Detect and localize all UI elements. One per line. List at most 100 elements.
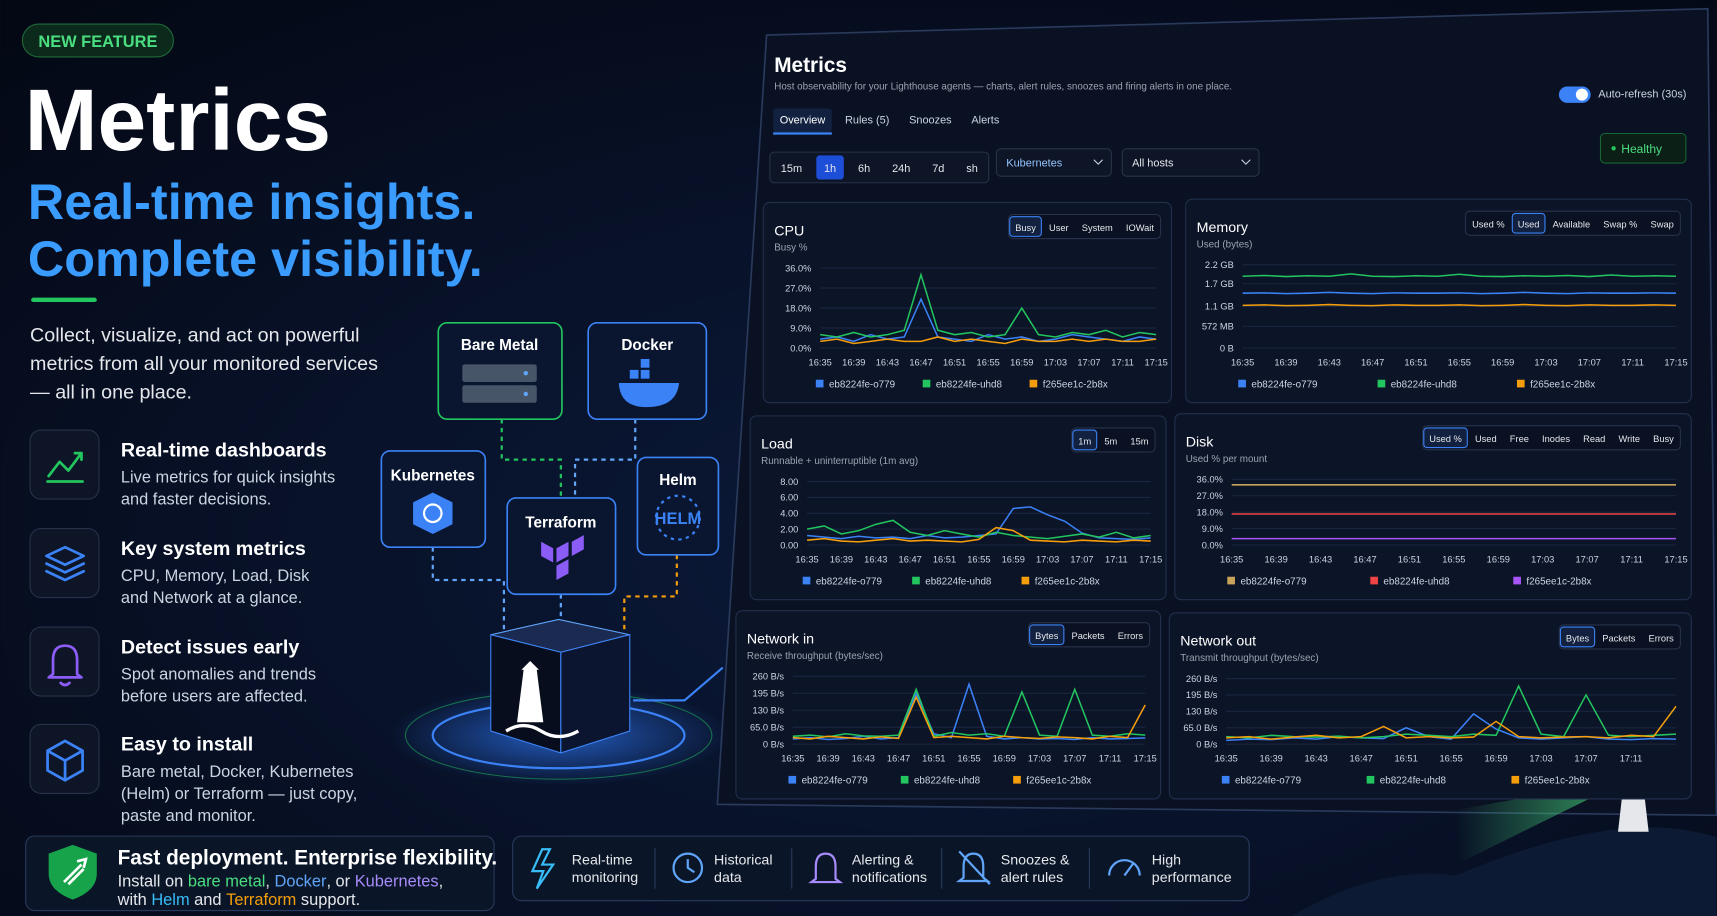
panel-button-label[interactable]: Packets xyxy=(1602,633,1635,643)
description: metrics from all your monitored services xyxy=(30,353,378,375)
y-tick-label: 2.2 GB xyxy=(1205,260,1234,270)
tab[interactable]: Snoozes xyxy=(909,115,952,127)
panel-button-label[interactable]: Read xyxy=(1583,434,1605,444)
x-tick-label: 16:47 xyxy=(1350,754,1373,764)
filter-dropdown[interactable] xyxy=(995,148,1112,177)
x-tick-label: 16:43 xyxy=(852,754,875,764)
x-tick-label: 16:43 xyxy=(864,555,887,565)
tab[interactable]: Alerts xyxy=(971,115,999,127)
node-label: Helm xyxy=(659,472,696,489)
y-tick-label: 36.0% xyxy=(1197,475,1223,485)
panel-button[interactable] xyxy=(1559,626,1596,648)
x-tick-label: 17:03 xyxy=(1044,358,1067,368)
series-line xyxy=(792,695,1146,740)
panel-button-label[interactable]: Bytes xyxy=(1566,633,1590,643)
node-label: Kubernetes xyxy=(391,467,475,484)
panel-buttons: Used % Used Available Swap % Swap xyxy=(1464,210,1681,236)
panel-button[interactable] xyxy=(1029,624,1065,646)
filter-dropdown[interactable] xyxy=(1121,148,1260,177)
panel-button-label[interactable]: Packets xyxy=(1072,631,1105,641)
description: Collect, visualize, and act on powerful xyxy=(30,324,359,346)
panel-title: Network in xyxy=(747,631,814,647)
tab[interactable]: Rules (5) xyxy=(845,115,889,127)
panel-button-label[interactable]: Used % xyxy=(1429,434,1462,444)
y-tick-label: 9.0% xyxy=(1202,524,1223,534)
panel-button-label[interactable]: Swap % xyxy=(1603,220,1637,230)
x-tick-label: 16:39 xyxy=(1274,358,1297,368)
y-tick-label: 0 B/s xyxy=(763,739,785,749)
x-tick-label: 16:35 xyxy=(795,555,818,565)
toggle-knob xyxy=(1575,88,1588,101)
panel-button-label[interactable]: Swap xyxy=(1651,220,1674,230)
x-tick-label: 16:43 xyxy=(876,358,899,368)
panel-buttons: Bytes Packets Errors xyxy=(1028,622,1151,648)
deploy-segment: Kubernetes xyxy=(355,872,439,890)
x-tick-label: 17:03 xyxy=(1529,754,1552,764)
deploy-segment: and xyxy=(190,891,227,909)
x-tick-label: 16:59 xyxy=(1010,358,1033,368)
legend-label: eb8224fe-uhd8 xyxy=(925,576,992,587)
panel-button-label[interactable]: Bytes xyxy=(1035,631,1059,641)
toggle-label: Auto-refresh (30s) xyxy=(1598,88,1686,100)
x-tick-label: 16:39 xyxy=(842,358,865,368)
bar-label: data xyxy=(714,870,742,886)
feature-text: Live metrics for quick insights xyxy=(121,469,335,487)
deploy-rocket xyxy=(63,857,88,886)
x-tick-label: 17:07 xyxy=(1576,555,1599,565)
x-tick-label: 17:07 xyxy=(1578,358,1601,368)
panel-title: CPU xyxy=(774,223,804,239)
panel-button-label[interactable]: Free xyxy=(1510,434,1529,444)
panel-button[interactable] xyxy=(1423,427,1468,449)
panel-button-label[interactable]: User xyxy=(1049,223,1069,233)
range-label[interactable]: 1h xyxy=(824,163,836,175)
panel-button[interactable] xyxy=(1009,216,1042,237)
panel-button-label[interactable]: Available xyxy=(1553,220,1591,230)
feature-text: and faster decisions. xyxy=(121,491,271,509)
panel-button[interactable] xyxy=(1511,212,1546,234)
x-tick-label: 17:11 xyxy=(1620,754,1643,764)
panel-button-label[interactable]: IOWait xyxy=(1126,223,1154,233)
panel-button-label[interactable]: 1m xyxy=(1078,436,1091,446)
tab[interactable]: Overview xyxy=(780,115,826,127)
legend-label: eb8224fe-o779 xyxy=(816,576,882,587)
x-tick-label: 16:47 xyxy=(899,555,922,565)
panel-button[interactable] xyxy=(1072,429,1098,451)
legend-swatch xyxy=(900,775,909,784)
range-label[interactable]: 24h xyxy=(892,163,910,175)
panel-button-label[interactable]: 5m xyxy=(1104,436,1117,446)
x-tick-label: 16:59 xyxy=(993,754,1016,764)
dropdown-caret xyxy=(1241,159,1251,165)
panel-button-label[interactable]: 15m xyxy=(1130,436,1148,446)
tab-active xyxy=(773,108,832,133)
y-tick-label: 130 B/s xyxy=(1186,707,1218,717)
range-label[interactable]: 7d xyxy=(932,163,944,175)
feature-text: Spot anomalies and trends xyxy=(121,666,316,684)
panel-subtitle: Used (bytes) xyxy=(1197,239,1253,250)
panel-button-label[interactable]: Errors xyxy=(1649,633,1675,643)
series-line xyxy=(1242,303,1677,307)
range-label[interactable]: 6h xyxy=(858,163,870,175)
range-button[interactable] xyxy=(816,155,844,180)
range-label[interactable]: 15m xyxy=(781,163,802,175)
panel-button-label[interactable]: Used xyxy=(1475,434,1497,444)
panel-button-label[interactable]: Inodes xyxy=(1542,434,1570,444)
legend-label: f265ee1c-2b8x xyxy=(1526,576,1591,587)
x-tick-label: 16:55 xyxy=(1442,555,1465,565)
bar-label: notifications xyxy=(852,870,927,886)
series-line xyxy=(806,519,1151,540)
deploy-text: with Helm and Terraform support. xyxy=(117,891,361,909)
series-line xyxy=(820,336,1157,345)
legend-label: eb8224fe-o779 xyxy=(1251,379,1317,390)
panel-button-label[interactable]: Write xyxy=(1618,434,1640,444)
panel-button-label[interactable]: Busy xyxy=(1653,434,1674,444)
panel-button-label[interactable]: Used xyxy=(1518,220,1540,230)
x-tick-label: 16:35 xyxy=(1231,358,1254,368)
range-label[interactable]: sh xyxy=(966,163,978,175)
panel-button-label[interactable]: Errors xyxy=(1118,631,1144,641)
panel-button-label[interactable]: Used % xyxy=(1472,220,1505,230)
legend-swatch xyxy=(1377,379,1386,388)
panel-button-label[interactable]: System xyxy=(1082,223,1113,233)
panel-button-label[interactable]: Busy xyxy=(1015,223,1036,233)
feature-title: Key system metrics xyxy=(121,538,306,560)
